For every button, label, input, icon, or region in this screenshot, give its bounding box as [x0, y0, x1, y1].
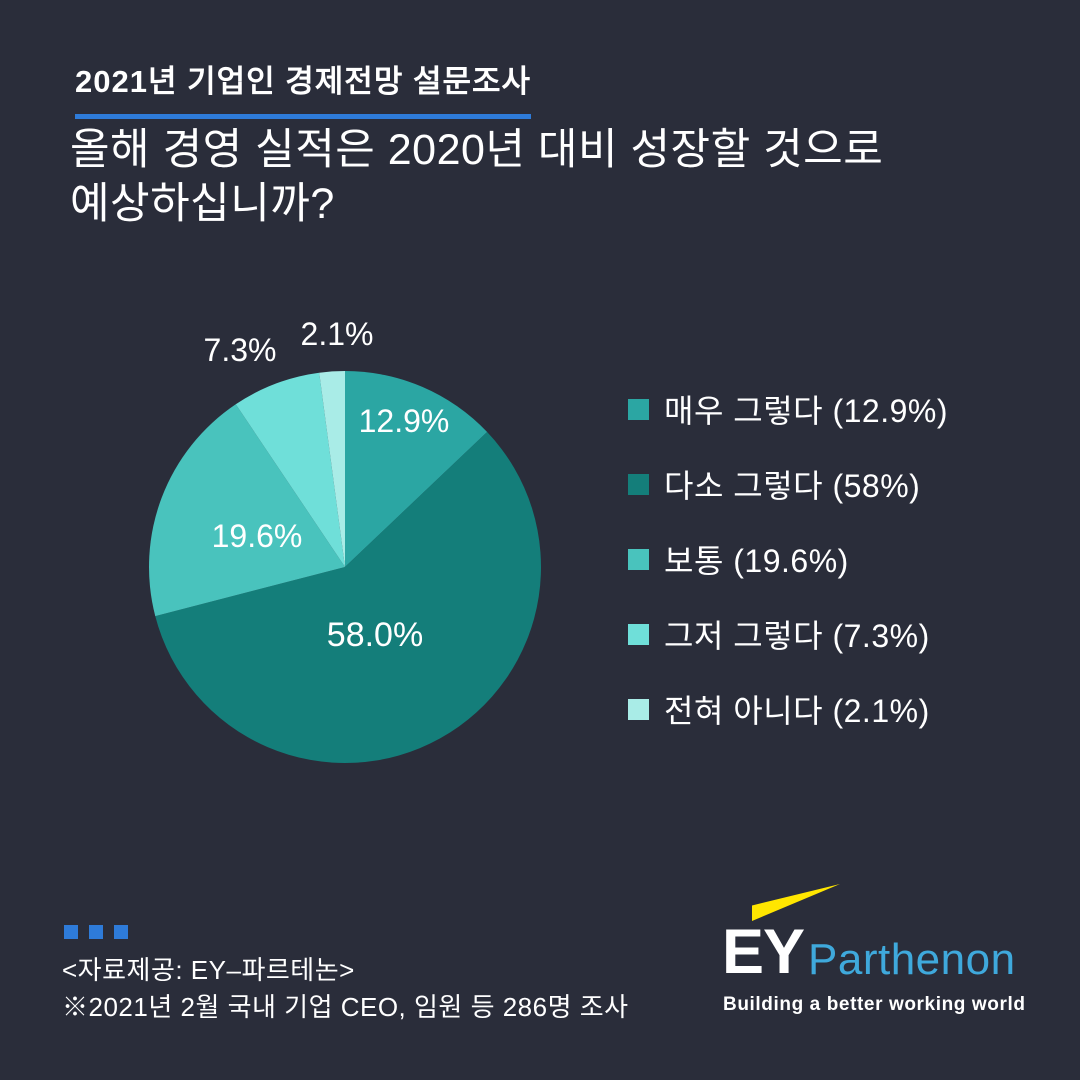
parthenon-logo-text: Parthenon: [808, 935, 1016, 984]
ey-beam-icon: [752, 884, 840, 921]
page-title-line1: 올해 경영 실적은 2020년 대비 성장할 것으로: [70, 126, 884, 174]
pie-label-somewhat-yes: 58.0%: [326, 616, 424, 654]
legend-item-very-yes: 매우 그렇다 (12.9%): [628, 388, 948, 430]
legend-item-not-at-all: 전혀 아니다 (2.1%): [628, 688, 948, 730]
square-icon: [114, 925, 128, 939]
page-title-line2: 예상하십니까?: [70, 179, 335, 228]
pie-label-very-yes: 12.9%: [358, 403, 450, 439]
legend-swatch: [628, 473, 649, 495]
pie-slice-5: [319, 371, 345, 567]
decorative-squares: [64, 925, 139, 939]
legend-swatch: [628, 398, 649, 420]
square-icon: [89, 925, 103, 939]
pie-slice-2: [155, 432, 542, 764]
legend-item-somewhat-yes: 다소 그렇다 (58%): [628, 463, 948, 505]
data-source-text: <자료제공: EY–파르테논>: [62, 955, 355, 985]
ey-logo-text: EY: [722, 917, 805, 987]
survey-kicker: 2021년 기업인 경제전망 설문조사: [75, 56, 532, 119]
legend-item-neutral: 보통 (19.6%): [628, 538, 948, 580]
square-icon: [64, 925, 78, 939]
legend-label: 전혀 아니다 (2.1%): [664, 693, 930, 729]
chart-legend: 매우 그렇다 (12.9%) 다소 그렇다 (58%) 보통 (19.6%) 그…: [628, 388, 948, 763]
legend-swatch: [628, 623, 649, 645]
page-title: 올해 경영 실적은 2020년 대비 성장할 것으로 예상하십니까?: [70, 124, 883, 232]
ey-tagline: Building a better working world: [723, 994, 1026, 1015]
pie-slice-1: [345, 371, 488, 567]
legend-item-so-so: 그저 그렇다 (7.3%): [628, 613, 948, 655]
legend-label: 그저 그렇다 (7.3%): [664, 618, 930, 654]
pie-slice-4: [235, 372, 345, 567]
pie-label-not-at-all: 2.1%: [300, 316, 374, 352]
pie-label-so-so: 7.3%: [203, 332, 277, 368]
legend-swatch: [628, 548, 649, 570]
legend-label: 다소 그렇다 (58%): [664, 468, 921, 504]
pie-slice-3: [149, 404, 345, 617]
pie-label-neutral: 19.6%: [211, 518, 303, 554]
legend-swatch: [628, 698, 649, 720]
legend-label: 매우 그렇다 (12.9%): [664, 393, 949, 429]
legend-label: 보통 (19.6%): [664, 543, 849, 579]
survey-note-text: ※2021년 2월 국내 기업 CEO, 임원 등 286명 조사: [62, 992, 629, 1022]
pie-chart: [149, 371, 542, 764]
